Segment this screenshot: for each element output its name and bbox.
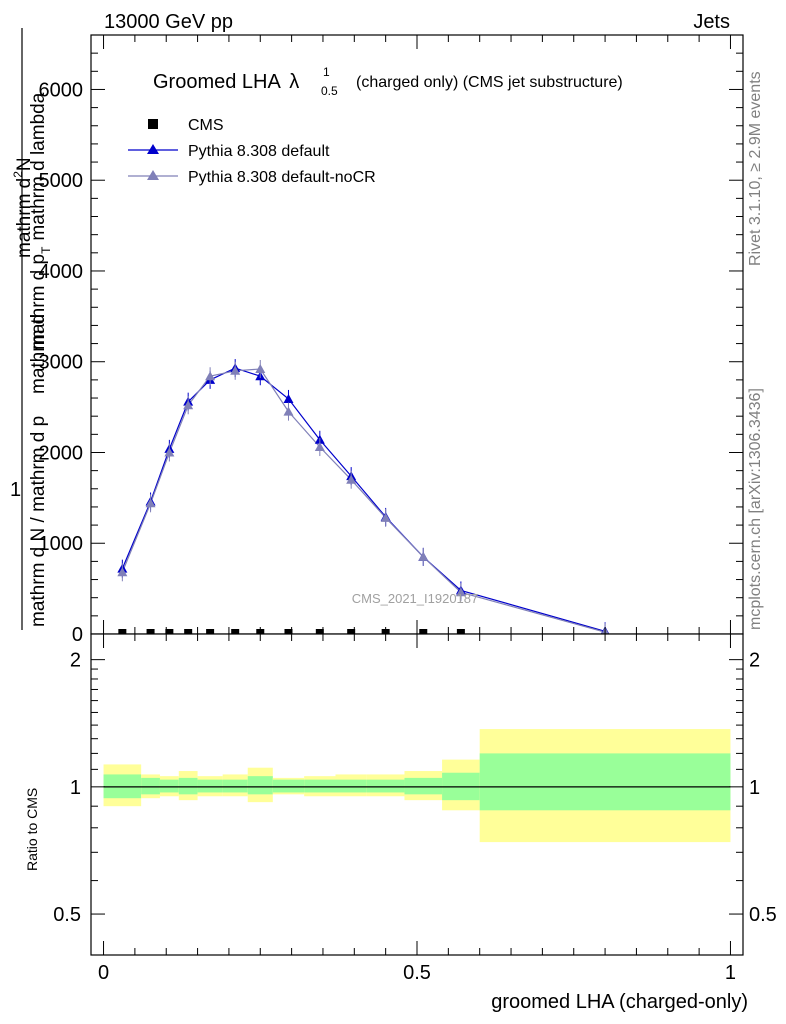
title-suffix: (charged only) (CMS jet substructure) xyxy=(356,74,623,91)
series-point xyxy=(164,447,175,457)
ratio-inner-band xyxy=(141,777,160,795)
xtick-label: 0.5 xyxy=(403,962,431,984)
series-point xyxy=(283,393,294,403)
mcplots-label: mcplots.cern.ch [arXiv:1306.3436] xyxy=(747,388,764,630)
ratio-inner-band xyxy=(335,779,367,793)
series-point xyxy=(145,498,156,508)
legend-marker-default xyxy=(147,144,159,154)
xtick-label: 1 xyxy=(725,962,736,984)
legend-label-cms: CMS xyxy=(188,117,224,134)
title-prefix: Groomed LHA xyxy=(153,71,281,93)
main-plot-area xyxy=(91,35,743,634)
header-left: 13000 GeV pp xyxy=(104,11,233,33)
ratio-inner-band xyxy=(304,779,336,793)
ylabel-rot-denominator: mathrm d pTmathrm d lambda xyxy=(28,92,53,350)
cms-point xyxy=(347,629,356,637)
ratio-ytick-label-right: 0.5 xyxy=(749,904,777,926)
series-point xyxy=(183,400,194,410)
ratio-inner-band xyxy=(247,776,273,795)
main-title: Groomed LHA λ 1 0.5 (charged only) (CMS … xyxy=(153,65,623,98)
cms-point xyxy=(284,629,293,637)
ylabel-rot-numerator: mathrm d2N xyxy=(11,157,35,258)
cms-point xyxy=(206,629,215,637)
ratio-ytick-label-left: 2 xyxy=(70,650,81,672)
ratio-panel-marks xyxy=(103,729,731,843)
main-ytick-label: 2000 xyxy=(39,442,84,464)
cms-point xyxy=(184,629,193,637)
ratio-ytick-label-right: 1 xyxy=(749,777,760,799)
ratio-ylabel: Ratio to CMS xyxy=(24,788,40,871)
ratio-inner-band xyxy=(197,779,223,793)
series-point xyxy=(117,567,128,577)
series-point xyxy=(255,363,266,373)
legend-label-default: Pythia 8.308 default xyxy=(188,143,330,160)
main-ytick-label: 0 xyxy=(72,624,83,646)
series-point xyxy=(205,371,216,381)
ratio-ytick-label-left: 0.5 xyxy=(53,904,81,926)
legend-label-nocr: Pythia 8.308 default-noCR xyxy=(188,169,376,186)
header-right: Jets xyxy=(693,11,730,33)
ratio-inner-band xyxy=(178,777,198,795)
title-sub: 0.5 xyxy=(321,84,338,98)
series-point xyxy=(346,474,357,484)
main-ytick-label: 6000 xyxy=(39,79,84,101)
ratio-inner-band xyxy=(272,779,305,793)
main-ytick-label: 3000 xyxy=(39,352,84,374)
main-panel-marks xyxy=(117,359,611,642)
ratio-panel-frame: 0.5 0.5 1 1 2 2 0 0.5 1 xyxy=(53,633,777,984)
main-ytick-label: 1000 xyxy=(39,533,84,555)
title-lambda: λ xyxy=(289,71,299,93)
cms-point xyxy=(419,629,428,637)
legend: CMS Pythia 8.308 default Pythia 8.308 de… xyxy=(128,117,376,186)
ylabel-rot-T: T xyxy=(39,246,53,254)
ylabel-denominator: mathrm d N / mathrm d p xyxy=(28,416,49,627)
main-panel-frame: 0 1000 2000 3000 4000 5000 6000 xyxy=(39,34,744,646)
series-point xyxy=(418,551,429,561)
cms-point xyxy=(315,629,324,637)
ylabel-rot-d: mathrm d xyxy=(14,178,35,258)
series-point xyxy=(455,587,466,597)
rivet-label: Rivet 3.1.10, ≥ 2.9M events xyxy=(747,71,764,266)
title-sup: 1 xyxy=(323,65,330,79)
main-ytick-label: 5000 xyxy=(39,170,84,192)
ylabel-overlay: mathrm d xyxy=(28,314,49,394)
cms-point xyxy=(231,629,240,637)
cms-point xyxy=(165,629,174,637)
series-point xyxy=(380,512,391,522)
series-point xyxy=(314,442,325,452)
ratio-ytick-label-right: 2 xyxy=(749,650,760,672)
cms-point xyxy=(146,629,155,637)
legend-marker-nocr xyxy=(147,170,159,180)
xlabel: groomed LHA (charged-only) xyxy=(491,991,748,1013)
ylabel-rot-sup: 2 xyxy=(11,171,25,178)
svg-text:Groomed LHA λ: Groomed LHA λ xyxy=(153,71,299,93)
ylabel-rot-N: N xyxy=(14,157,35,171)
legend-marker-cms xyxy=(148,119,158,129)
main-panel-background xyxy=(91,35,743,634)
ratio-inner-band xyxy=(159,779,179,793)
cms-point xyxy=(118,629,127,637)
series-line-2 xyxy=(121,368,606,633)
ylabel-numerator-one: 1 xyxy=(10,479,21,501)
ylabel-rot-dp: mathrm d p xyxy=(28,254,49,350)
xtick-label: 0 xyxy=(98,962,109,984)
ylabel-rot-lambda: mathrm d lambda xyxy=(28,92,49,240)
series-point xyxy=(230,365,241,375)
analysis-watermark: CMS_2021_I1920187 xyxy=(352,591,479,606)
ratio-ytick-label-left: 1 xyxy=(70,777,81,799)
ratio-inner-band xyxy=(366,779,405,793)
main-ytick-label: 4000 xyxy=(39,261,84,283)
series-point xyxy=(283,406,294,416)
ratio-inner-band xyxy=(222,779,248,793)
ratio-inner-band xyxy=(404,777,443,795)
main-ylabel: 1 mathrm d N / mathrm d p mathrm d mathr… xyxy=(10,28,53,630)
ratio-inner-band xyxy=(479,753,731,811)
cms-point xyxy=(456,629,465,637)
